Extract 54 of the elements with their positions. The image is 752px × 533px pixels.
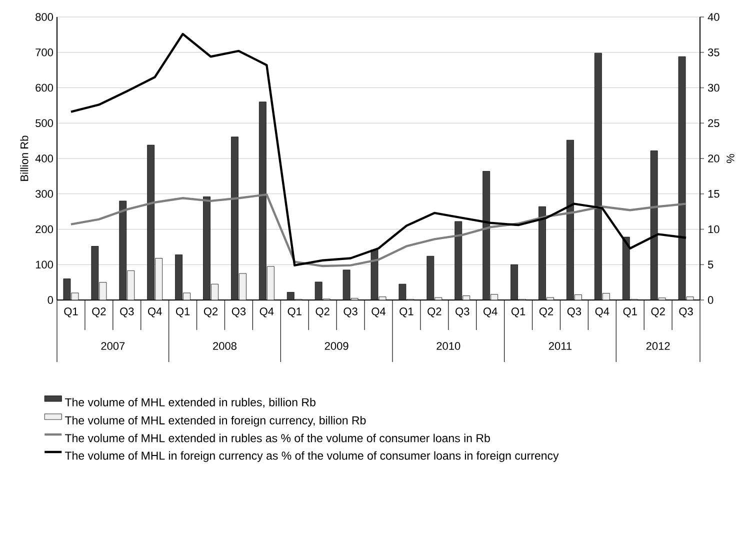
x-tick-label: Q3 bbox=[567, 308, 582, 318]
y2-tick-label: 20 bbox=[708, 154, 720, 162]
y-tick-label: 0 bbox=[48, 296, 54, 304]
y-tick-label: 100 bbox=[36, 260, 54, 269]
y-tick-label: 400 bbox=[35, 154, 54, 162]
y2-tick-label: 30 bbox=[708, 84, 720, 92]
y-tick-label: 700 bbox=[36, 48, 54, 56]
x-tick-label: Q3 bbox=[344, 308, 358, 318]
x-tick-label: Q1 bbox=[400, 308, 414, 318]
y2-tick-label: 40 bbox=[708, 13, 720, 21]
y-tick-label: 800 bbox=[36, 13, 54, 21]
text: 2010 bbox=[436, 342, 460, 350]
text: 2008 bbox=[213, 342, 236, 350]
x-tick-label: Q4 bbox=[372, 308, 386, 318]
x-tick-label: Q4 bbox=[148, 308, 162, 318]
x-tick-label: Q1 bbox=[64, 308, 78, 318]
x-tick-label: Q3 bbox=[120, 308, 134, 318]
legend-label: The volume of MHL extended in foreign currency, billion Rb bbox=[65, 416, 366, 427]
y-tick-label: 500 bbox=[36, 119, 54, 128]
y2-axis-title: % bbox=[726, 154, 734, 163]
x-tick-label: Q4 bbox=[595, 308, 610, 318]
y2-tick-label: 10 bbox=[708, 225, 720, 234]
text: 2007 bbox=[101, 342, 125, 350]
x-tick-label: Q1 bbox=[176, 308, 190, 318]
x-tick-label: Q1 bbox=[288, 308, 302, 318]
text: 2009 bbox=[324, 342, 348, 350]
x-tick-label: Q2 bbox=[204, 308, 218, 318]
x-tick-label: Q4 bbox=[260, 308, 274, 318]
legend-label: The volume of MHL extended in rubles, billion Rb bbox=[65, 398, 316, 408]
y2-tick-label: 0 bbox=[708, 296, 714, 304]
x-tick-label: Q1 bbox=[511, 308, 526, 318]
text: 2011 bbox=[548, 342, 572, 350]
y-axis-title: Billion Rb bbox=[20, 136, 28, 181]
y2-tick-label: 15 bbox=[708, 190, 720, 198]
x-tick-label: Q4 bbox=[484, 308, 498, 318]
y2-tick-label: 25 bbox=[708, 119, 720, 128]
legend-label: The volume of MHL extended in rubles as % of the volume of consumer loans in Rb bbox=[65, 434, 490, 442]
y2-tick-label: 5 bbox=[708, 260, 714, 268]
y-tick-label: 600 bbox=[36, 84, 54, 92]
x-tick-label: Q3 bbox=[456, 308, 470, 318]
y2-tick-label: 35 bbox=[708, 48, 720, 56]
legend-label: The volume of MHL in foreign currency as % of the volume of consumer loans in foreign currency bbox=[65, 451, 559, 462]
y-tick-label: 200 bbox=[36, 225, 54, 234]
x-tick-label: Q2 bbox=[92, 308, 106, 318]
x-tick-label: Q3 bbox=[679, 308, 693, 318]
line-series bbox=[70, 193, 688, 268]
x-tick-label: Q2 bbox=[316, 308, 330, 318]
x-tick-label: Q1 bbox=[623, 308, 637, 318]
x-tick-label: Q2 bbox=[428, 308, 442, 318]
x-tick-label: Q2 bbox=[539, 308, 554, 318]
text: 2012 bbox=[646, 342, 670, 350]
x-tick-label: Q3 bbox=[232, 308, 246, 318]
x-tick-label: Q2 bbox=[651, 308, 665, 318]
y-tick-label: 300 bbox=[36, 190, 54, 198]
